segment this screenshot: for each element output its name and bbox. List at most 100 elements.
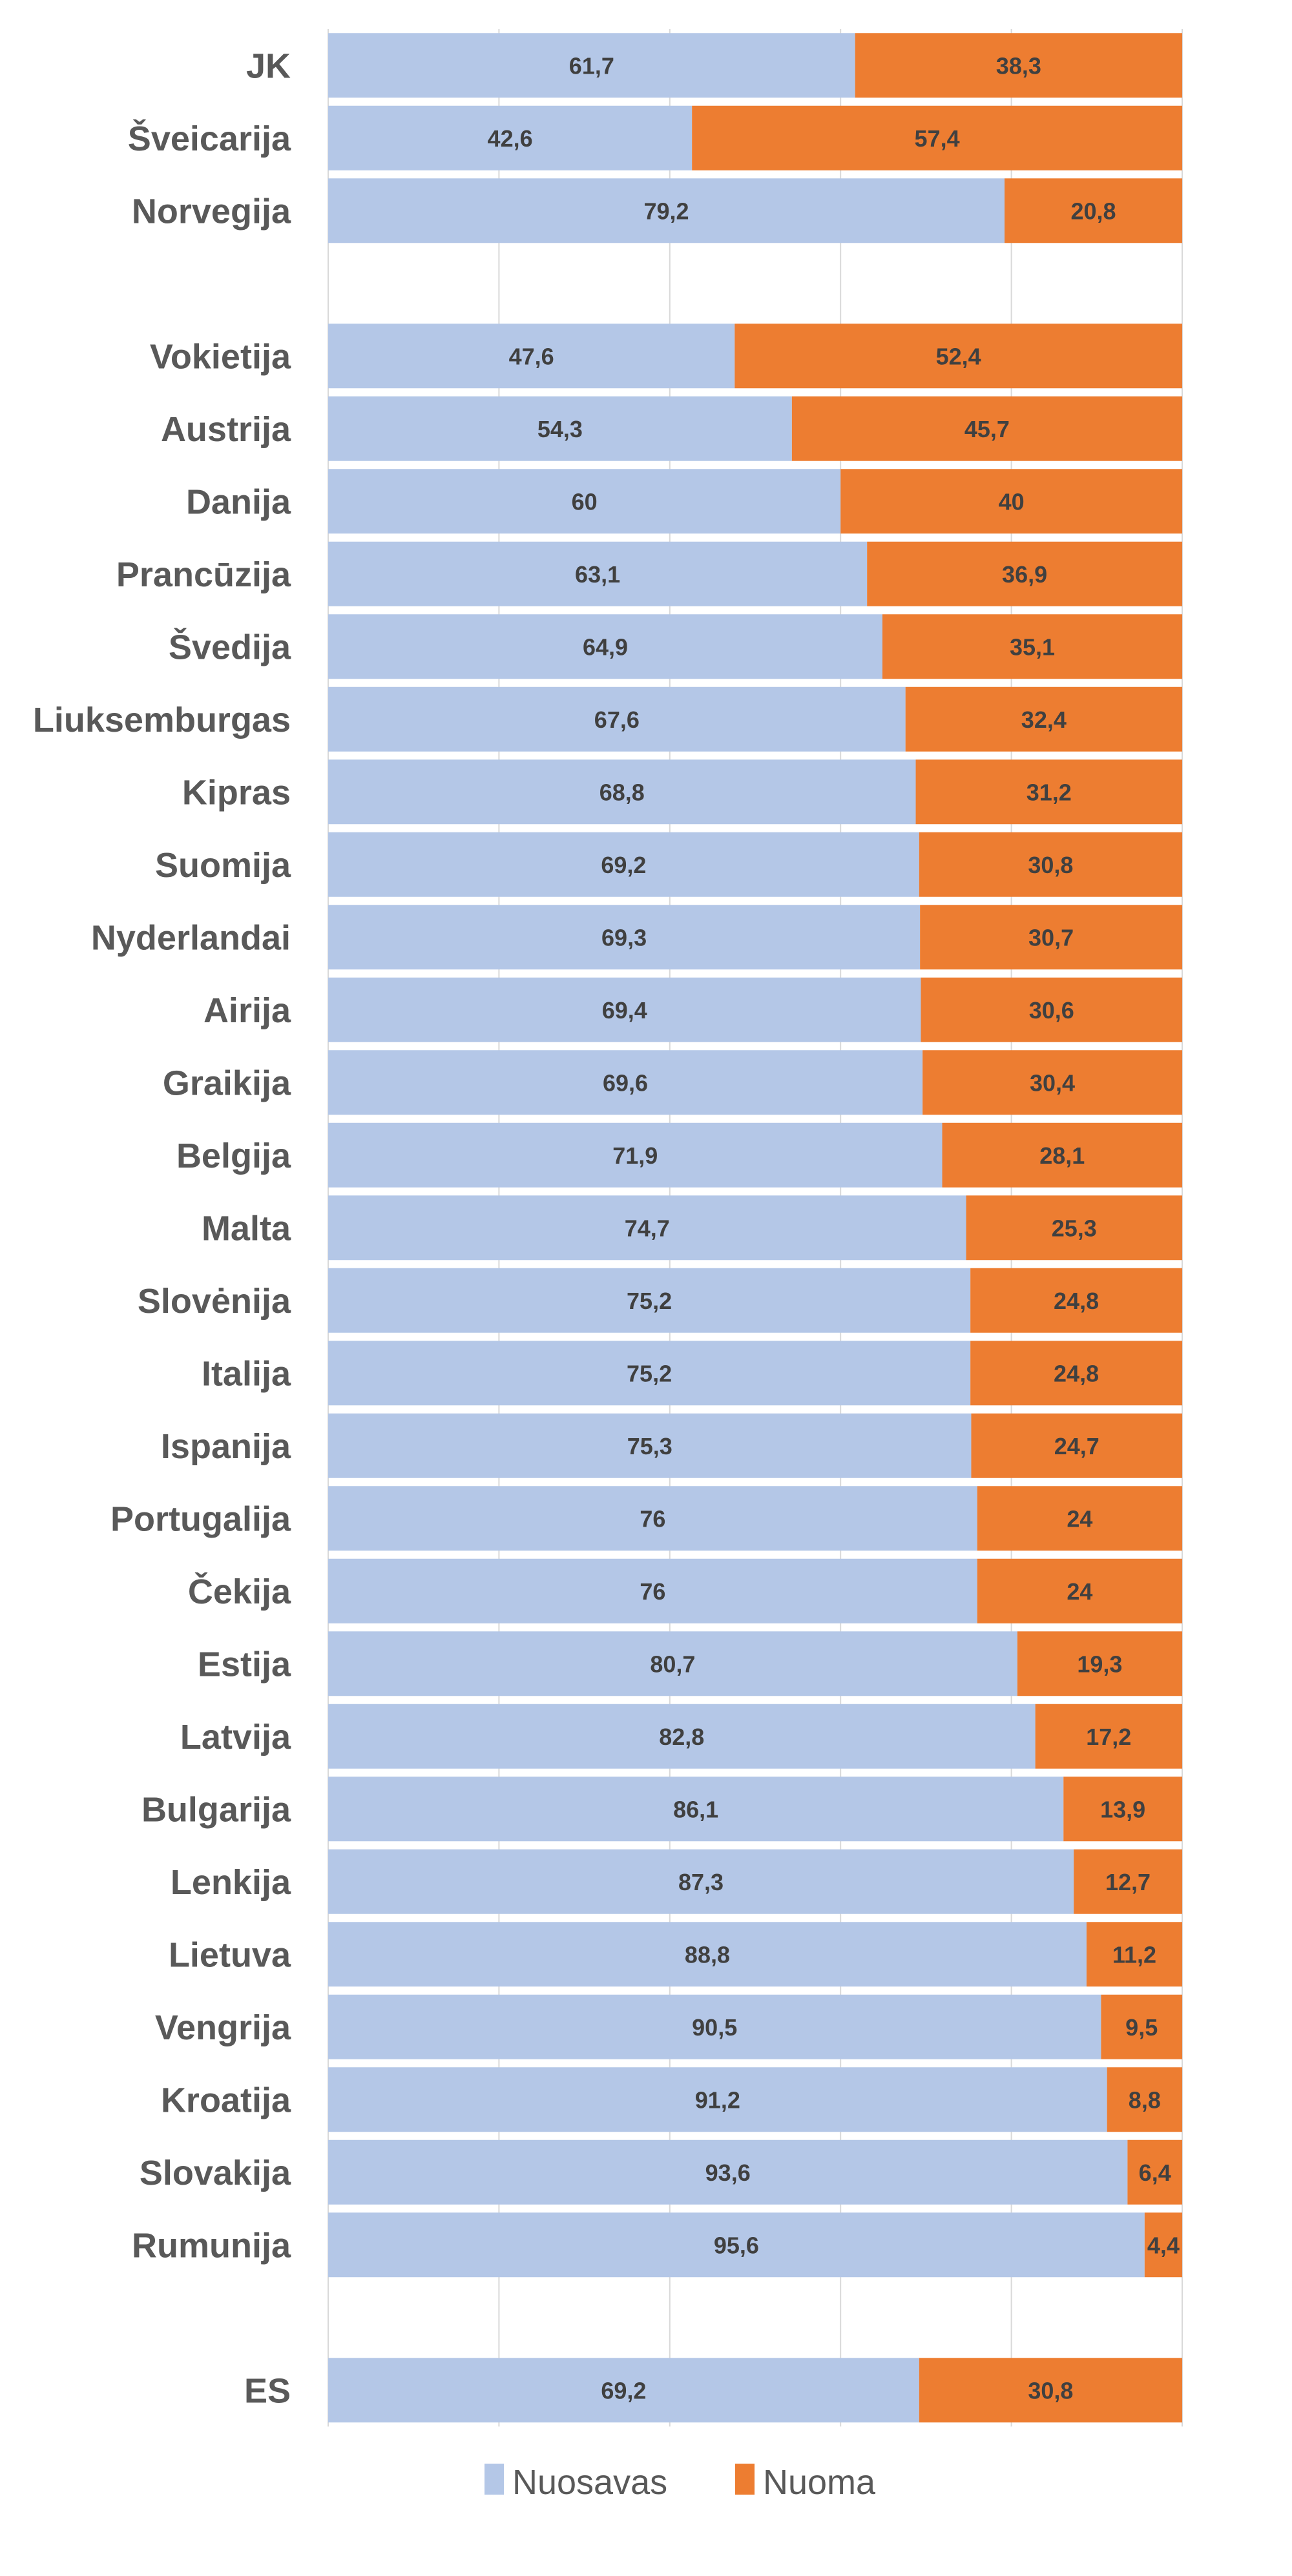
category-label: Belgija [176,1137,291,1175]
bar-nuosavas [328,1849,1074,1914]
data-label: 4,4 [1147,2232,1180,2258]
data-label: 90,5 [692,2014,737,2041]
category-label: Slovėnija [138,1282,291,1321]
data-label: 68,8 [599,779,645,805]
data-label: 45,7 [964,416,1010,442]
bar-nuoma [867,541,1182,606]
bar-nuoma [840,469,1182,534]
data-label: 86,1 [673,1796,718,1822]
data-label: 52,4 [936,343,981,369]
bar-nuosavas [328,105,693,170]
bar-nuosavas [328,759,916,825]
data-label: 74,7 [625,1215,670,1241]
bar-nuoma [735,324,1182,389]
bar-nuosavas [328,2067,1107,2132]
legend-label-nuosavas: Nuosavas [512,2463,667,2502]
data-label: 88,8 [685,1941,730,1968]
bar-nuoma [971,1413,1182,1478]
data-label: 79,2 [643,198,689,224]
data-label: 30,8 [1028,2377,1073,2404]
category-label: Lietuva [169,1935,291,1974]
bar-nuoma [942,1122,1182,1188]
bar-nuosavas [328,686,906,752]
data-label: 20,8 [1070,198,1116,224]
bar-nuoma [855,33,1182,98]
bar-nuoma [919,2358,1182,2423]
data-label: 63,1 [575,561,620,588]
legend: Nuosavas Nuoma [484,2463,876,2502]
data-label: 6,4 [1139,2159,1171,2186]
bar-nuosavas [328,541,868,606]
data-label: 30,7 [1028,924,1074,951]
data-label: 13,9 [1100,1796,1145,1822]
data-label: 95,6 [714,2232,759,2258]
category-label: Graikija [163,1064,291,1102]
data-label: 24,8 [1054,1360,1099,1386]
category-label: JK [246,46,291,85]
bar-nuosavas [328,905,921,970]
bar-nuosavas [328,1777,1064,1842]
data-label: 47,6 [509,343,554,369]
bar-nuoma [920,905,1182,970]
category-label: Prancūzija [116,555,291,594]
data-label: 75,2 [627,1360,672,1386]
data-label: 64,9 [583,634,628,660]
legend-swatch-nuoma [735,2464,755,2495]
data-label: 91,2 [695,2087,740,2113]
bar-nuosavas [328,1122,943,1188]
data-label: 36,9 [1002,561,1047,588]
category-label: Šveicarija [128,119,291,158]
data-label: 30,8 [1028,852,1073,878]
data-label: 25,3 [1052,1215,1097,1241]
bar-nuoma [791,396,1182,461]
category-label: Slovakija [140,2154,291,2192]
bar-nuosavas [328,324,735,389]
data-label: 24 [1067,1505,1092,1532]
category-label: Vokietija [150,337,291,376]
data-label: 8,8 [1129,2087,1161,2113]
bar-nuosavas [328,178,1005,243]
labels: JK 61,7 38,3 Šveicarija 42,6 57,4 Norvegija 79,… [33,46,1180,2410]
category-label: Airija [203,991,291,1030]
bar-nuosavas [328,1195,966,1261]
category-label: Malta [202,1209,291,1248]
data-label: 69,4 [602,997,647,1024]
category-label: Suomija [155,846,291,885]
bar-nuoma [966,1195,1182,1261]
bar-nuosavas [328,1994,1101,2059]
data-label: 24,8 [1054,1288,1099,1314]
bar-nuosavas [328,2212,1145,2278]
bar-nuosavas [328,1922,1087,1987]
data-label: 69,3 [601,924,647,951]
category-label: Portugalija [110,1499,291,1538]
bar-nuoma [922,1050,1182,1115]
data-label: 32,4 [1021,706,1067,733]
data-label: 12,7 [1105,1869,1151,1895]
data-label: 80,7 [650,1651,695,1677]
bar-nuosavas [328,2358,919,2423]
bar-nuoma [970,1268,1182,1333]
data-label: 82,8 [659,1724,704,1750]
category-label: Bulgarija [141,1790,291,1829]
data-label: 75,3 [627,1433,672,1459]
category-label: Švedija [169,627,291,666]
data-label: 11,2 [1112,1941,1156,1968]
data-label: 75,2 [627,1288,672,1314]
category-label: Norvegija [132,192,291,231]
bar-nuosavas [328,1341,971,1406]
bar-nuoma [1035,1704,1182,1769]
category-label: Kroatija [161,2081,291,2119]
bar-nuoma [919,832,1182,897]
bar-nuosavas [328,396,792,461]
data-label: 71,9 [612,1142,658,1169]
bar-nuoma [1086,1922,1182,1987]
bar-nuoma [692,105,1182,170]
bar-nuosavas [328,1558,977,1623]
bar-nuoma [1127,2139,1182,2205]
data-label: 40 [999,488,1025,515]
bar-nuoma [921,977,1182,1042]
bar-nuoma [1107,2067,1182,2132]
bar-nuoma [970,1341,1182,1406]
bar-nuosavas [328,1413,972,1478]
